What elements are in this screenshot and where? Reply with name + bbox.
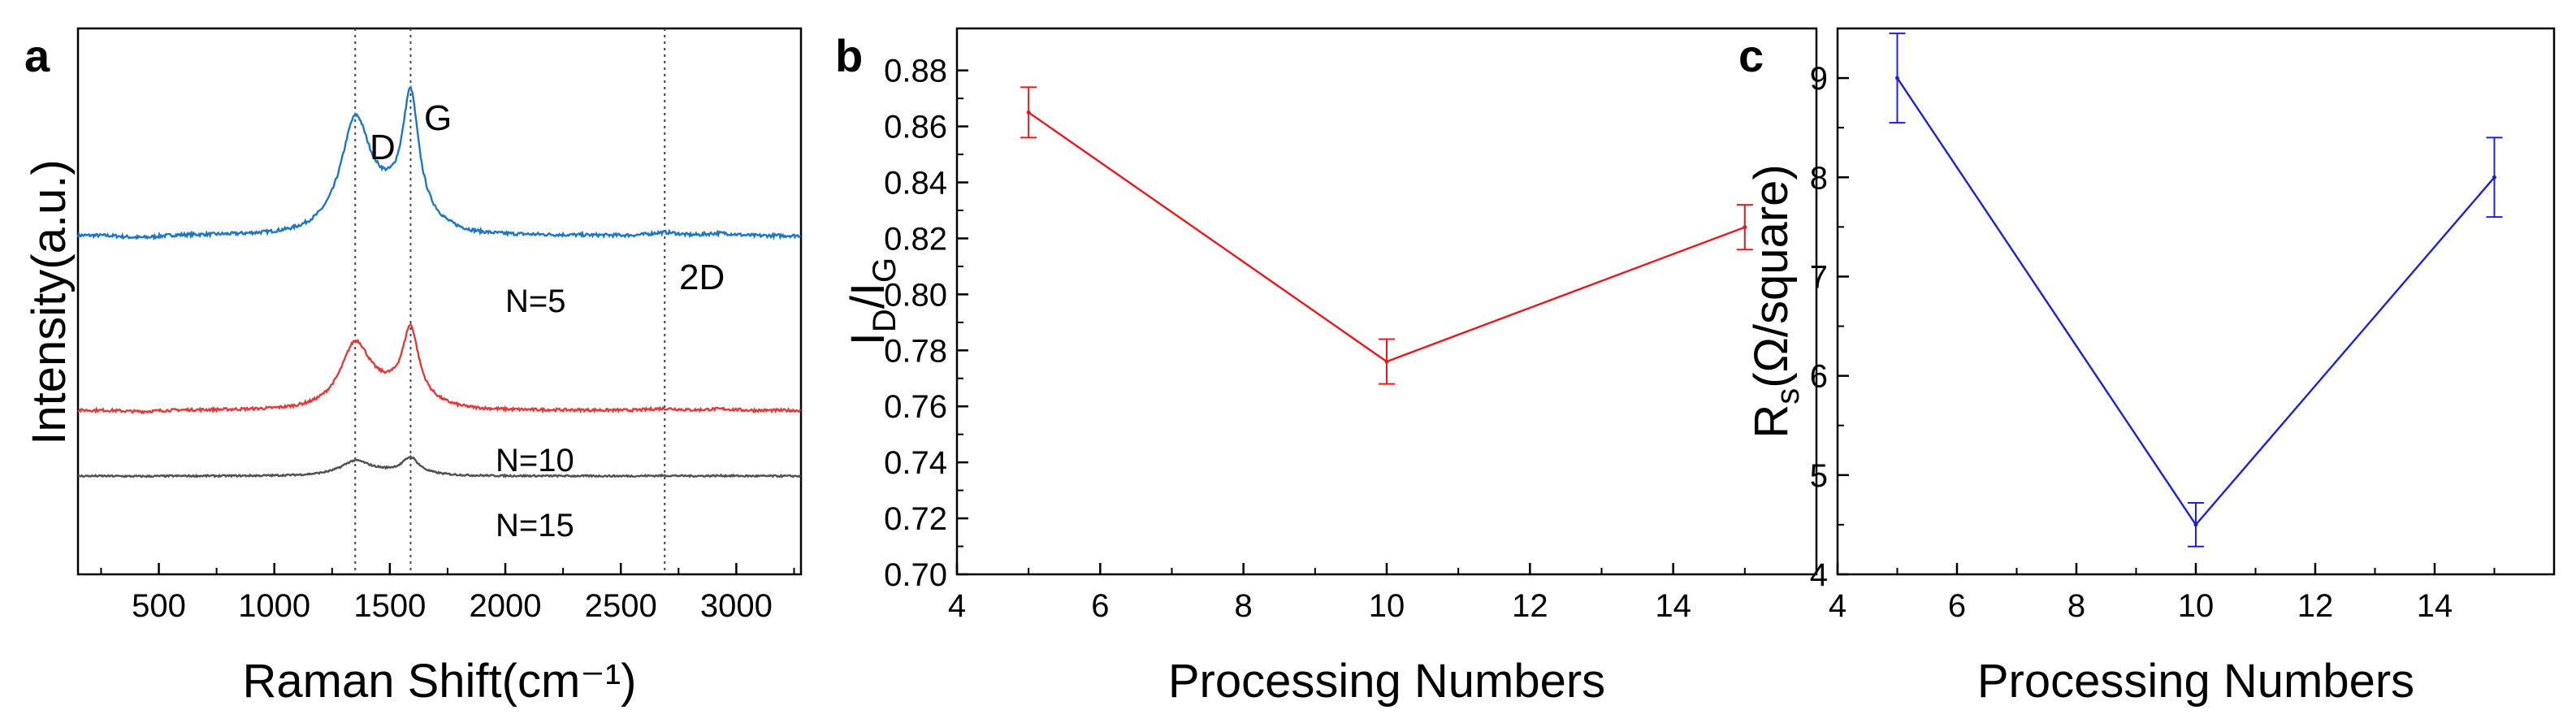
series-line-n15	[78, 455, 802, 478]
panel-c-y-tick-label: 8	[1810, 160, 1828, 196]
x-tick-label: 500	[132, 588, 186, 624]
panel-b-x-tick-label: 4	[948, 588, 966, 624]
panel-c-series-line	[1896, 77, 2496, 526]
panel-a-letter: a	[24, 30, 50, 81]
panel-b-ylabel-sub2: G	[867, 258, 903, 283]
panel-c-data-point	[2193, 522, 2198, 527]
panel-c-ylabel: Rs(Ω/square)	[1745, 164, 1806, 438]
peak-label-d: D	[370, 128, 396, 167]
panel-b: b 4 6 8 10 12 14 0.70 0.72 0.74 0.76 0.78 0.80 0.82 0…	[835, 27, 1818, 708]
panel-a-xlabel-text: Raman Shift(cm⁻¹)	[242, 655, 636, 708]
panel-c-x-tick-label: 12	[2297, 588, 2334, 624]
panel-b-ylabel-sub1: D	[867, 309, 903, 332]
panel-c-x-tick-label: 10	[2178, 588, 2214, 624]
panel-c-ylabel-sub: s	[1770, 388, 1806, 405]
panel-a-xlabel: Raman Shift(cm⁻¹)	[242, 655, 636, 708]
x-tick-label: 2000	[470, 588, 542, 624]
peak-label-2d: 2D	[679, 258, 725, 297]
panel-b-y-tick-label: 0.70	[884, 557, 947, 593]
panel-c-y-tick-label: 4	[1810, 557, 1828, 593]
panel-b-x-tick-label: 6	[1091, 588, 1109, 624]
panel-b-letter: b	[835, 30, 863, 81]
panel-b-y-tick-label: 0.86	[884, 110, 947, 145]
panel-b-y-tick-label: 0.74	[884, 445, 947, 481]
panel-c-data-point	[1895, 76, 1899, 80]
panel-b-y-tick-label: 0.82	[884, 221, 947, 257]
panel-b-y-tick-label: 0.84	[884, 166, 947, 201]
series-line-n10	[77, 323, 802, 415]
panel-c-y-tick-label: 9	[1810, 61, 1828, 97]
panel-c-x-tick-label: 8	[2067, 588, 2085, 624]
panel-c-y-tick-label: 5	[1810, 458, 1828, 494]
series-label-n10: N=10	[496, 443, 574, 478]
panel-b-ylabel-main: I	[842, 332, 894, 345]
panel-c: c 4 6 8 10 12 14 4 5 6 7 8 9 Processing Numbers Rs(…	[1738, 27, 2556, 708]
x-tick-label: 1000	[238, 588, 310, 624]
panel-b-x-tick-label: 12	[1512, 588, 1548, 624]
series-line-n5	[76, 85, 802, 241]
panel-c-ylabel-rest: (Ω/square)	[1745, 164, 1798, 387]
series-label-n5: N=5	[505, 284, 566, 319]
series-label-n15: N=15	[496, 508, 574, 543]
peak-label-g: G	[424, 98, 452, 138]
panel-b-data-point	[1384, 359, 1389, 364]
panel-b-x-tick-label: 10	[1369, 588, 1405, 624]
panel-c-y-tick-label: 7	[1810, 259, 1828, 295]
panel-c-letter: c	[1738, 30, 1764, 81]
panel-b-data-point	[1026, 110, 1031, 115]
panel-c-data-point	[2492, 175, 2496, 180]
panel-c-x-tick-label: 4	[1829, 588, 1846, 624]
panel-b-series-line	[1028, 111, 1746, 363]
x-tick-label: 2500	[585, 588, 657, 624]
x-tick-label: 3000	[700, 588, 773, 624]
panel-b-y-tick-label: 0.88	[884, 54, 947, 89]
panel-b-frame	[955, 27, 1818, 576]
panel-c-frame	[1836, 27, 2556, 576]
panel-c-x-tick-label: 14	[2417, 588, 2453, 624]
panel-c-x-tick-label: 6	[1948, 588, 1966, 624]
panel-b-ylabel: ID/IG	[842, 258, 903, 345]
panel-b-ylabel-mid: /I	[842, 283, 894, 309]
panel-b-data-point	[1743, 225, 1747, 230]
x-tick-label: 1500	[353, 588, 426, 624]
panel-c-ylabel-main: R	[1745, 405, 1798, 439]
panel-b-x-tick-label: 8	[1235, 588, 1253, 624]
panel-b-y-tick-label: 0.72	[884, 501, 947, 537]
panel-b-xlabel: Processing Numbers	[1168, 655, 1605, 708]
panel-b-x-tick-label: 14	[1655, 588, 1691, 624]
panel-c-xlabel: Processing Numbers	[1977, 655, 2414, 708]
panel-a-ylabel: Intensity(a.u.)	[23, 159, 76, 444]
panel-c-y-tick-label: 6	[1810, 359, 1828, 395]
panel-b-y-tick-label: 0.80	[884, 277, 947, 313]
panel-a: a 500 1000 1500 2000 2500 3000 D G 2D N=5 N=1…	[23, 27, 803, 708]
panel-b-y-tick-label: 0.78	[884, 333, 947, 369]
panel-b-y-tick-label: 0.76	[884, 389, 947, 425]
panel-a-frame	[76, 27, 803, 576]
